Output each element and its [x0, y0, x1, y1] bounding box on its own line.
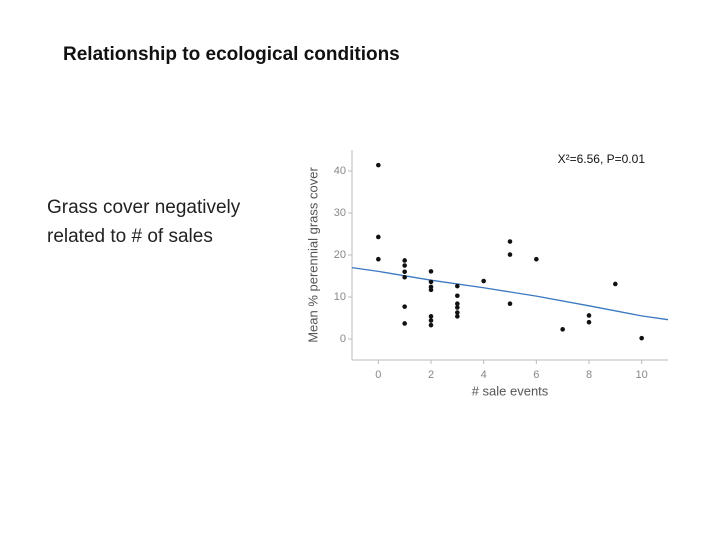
- point: [507, 239, 513, 244]
- point: [455, 314, 460, 319]
- point: [428, 279, 434, 285]
- point: [428, 314, 434, 319]
- y-tick-label: 0: [340, 333, 346, 345]
- point: [639, 335, 644, 341]
- point: [402, 304, 407, 309]
- x-tick-label: 8: [586, 369, 592, 381]
- point: [402, 263, 407, 268]
- point: [481, 278, 486, 284]
- annotation: X²=6.56, P=0.01: [558, 152, 646, 166]
- y-tick-label: 40: [334, 165, 346, 177]
- point: [402, 258, 407, 263]
- x-tick-label: 4: [481, 369, 487, 381]
- point: [534, 256, 539, 262]
- slide-text: Grass cover negatively: [47, 197, 241, 218]
- y-tick-label: 10: [334, 291, 346, 303]
- y-tick-label: 30: [334, 207, 346, 219]
- point: [586, 313, 592, 318]
- point: [507, 252, 513, 257]
- point: [402, 269, 407, 275]
- point: [428, 322, 434, 328]
- point: [455, 283, 460, 289]
- point: [560, 327, 565, 332]
- point: [586, 319, 592, 325]
- point: [613, 281, 618, 287]
- point: [428, 318, 434, 323]
- x-tick-label: 6: [533, 369, 539, 381]
- point: [455, 305, 460, 310]
- point: [402, 321, 407, 326]
- slide-title: Relationship to ecological conditions: [63, 44, 400, 65]
- y-tick-label: 20: [334, 249, 346, 261]
- point: [428, 287, 434, 293]
- point: [455, 293, 460, 299]
- y-axis-title: Mean % perennial grass cover: [305, 167, 320, 343]
- point: [507, 301, 513, 307]
- fit-line: [351, 266, 669, 321]
- x-tick-label: 10: [636, 369, 648, 381]
- point: [402, 274, 407, 280]
- point: [428, 269, 434, 274]
- point: [455, 301, 460, 307]
- point: [376, 256, 381, 262]
- x-tick-label: 0: [375, 369, 381, 381]
- point: [376, 234, 381, 240]
- x-axis-title: # sale events: [472, 383, 549, 398]
- point: [376, 162, 381, 168]
- point: [455, 310, 460, 315]
- slide-text: related to # of sales: [47, 226, 213, 247]
- x-tick-label: 2: [428, 369, 434, 381]
